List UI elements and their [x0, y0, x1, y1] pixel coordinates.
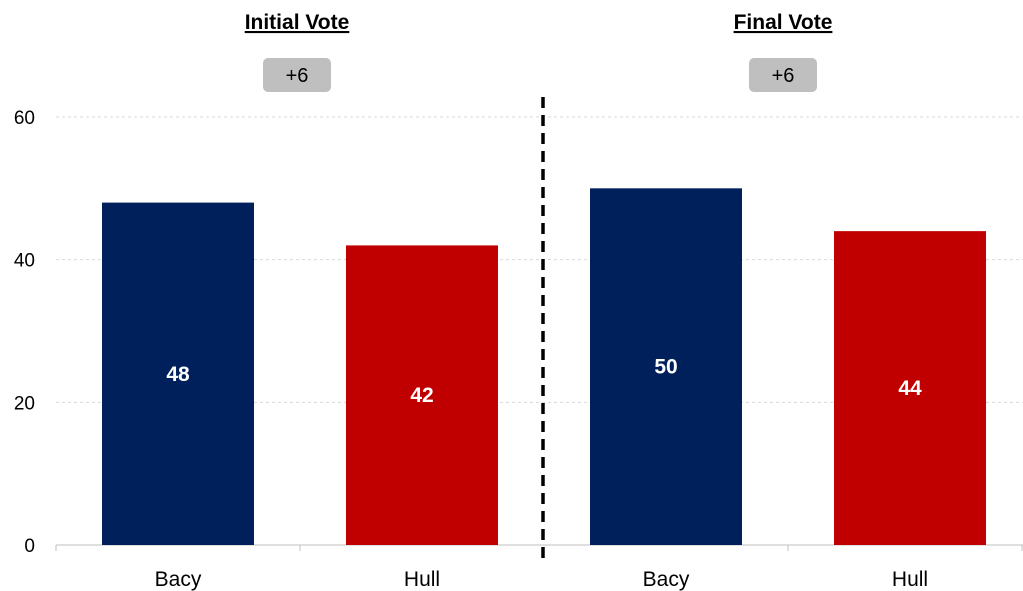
margin-badge — [263, 58, 331, 92]
panel-title: Initial Vote — [245, 11, 350, 34]
labels: Initial Vote +6 48 Bacy 42 Hull Final Vote +6 50… — [155, 11, 928, 591]
category-label: Bacy — [155, 568, 202, 591]
y-tick-label: 60 — [14, 108, 35, 129]
category-label: Bacy — [643, 568, 690, 591]
bar-bacy — [590, 188, 742, 546]
margin-badge-label: +6 — [772, 65, 795, 87]
bars — [102, 188, 986, 546]
margin-badge — [749, 58, 817, 92]
category-label: Hull — [892, 568, 928, 591]
category-label: Hull — [404, 568, 440, 591]
margin-badge-label: +6 — [286, 65, 309, 87]
bar-hull — [346, 245, 498, 545]
data-label: 50 — [654, 356, 677, 379]
data-label: 48 — [166, 363, 190, 386]
y-tick-label: 40 — [14, 251, 35, 272]
y-tick-label: 20 — [14, 393, 35, 414]
y-tick-label: 0 — [24, 536, 35, 557]
data-label: 42 — [410, 384, 433, 407]
panel-title: Final Vote — [734, 11, 833, 34]
data-label: 44 — [898, 377, 922, 400]
bar-hull — [834, 231, 986, 545]
bar-bacy — [102, 202, 254, 545]
